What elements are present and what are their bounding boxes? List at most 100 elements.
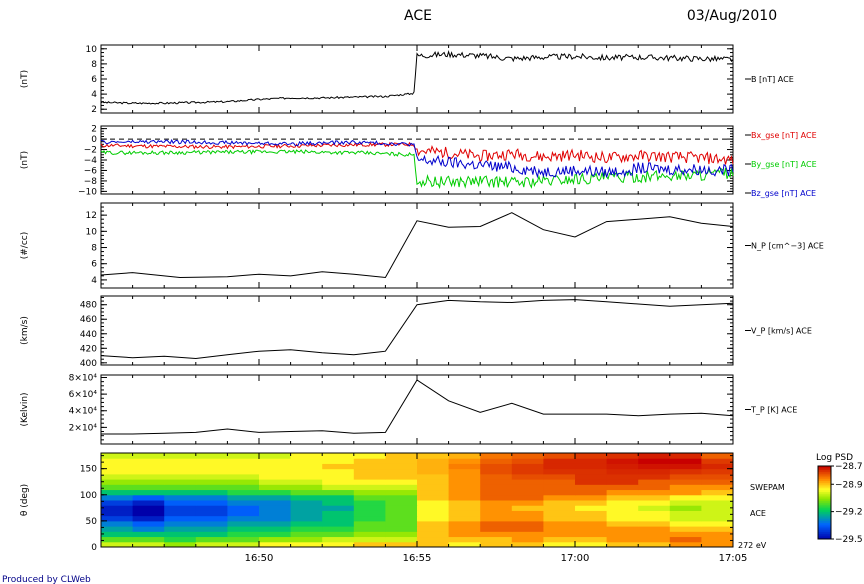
heatmap-cell (322, 531, 355, 538)
colorbar-segment (818, 482, 831, 485)
colorbar-segment (818, 507, 831, 511)
heatmap-cell (575, 520, 608, 527)
heatmap-cell (480, 500, 513, 506)
heatmap-cell (543, 526, 576, 532)
colorbar-segment (818, 526, 831, 529)
heatmap-cell (290, 494, 323, 501)
colorbar-segment (818, 535, 831, 538)
heatmap-cell (701, 541, 734, 548)
y-tick-label: −6 (84, 166, 98, 176)
heatmap-cell (385, 541, 418, 548)
x-tick-label: 17:05 (719, 553, 748, 564)
heatmap-cell (448, 520, 481, 527)
figure-date: 03/Aug/2010 (687, 8, 777, 24)
heatmap-cell (606, 531, 639, 538)
spectrogram-right-label: SWEPAM (750, 483, 785, 492)
heatmap-cell (195, 479, 228, 485)
heatmap-cell (353, 541, 386, 548)
heatmap-cell (701, 479, 734, 485)
heatmap-cell (543, 494, 576, 501)
heatmap-cell (480, 526, 513, 532)
heatmap-cell (543, 473, 576, 480)
heatmap-cell (638, 489, 671, 496)
spectrogram-right-label: ACE (750, 509, 766, 518)
heatmap-cell (164, 473, 197, 480)
heatmap-cell (290, 489, 323, 496)
heatmap-cell (417, 484, 450, 491)
heatmap-cell (290, 479, 323, 485)
heatmap-cell (101, 505, 134, 511)
heatmap-cell (543, 458, 576, 464)
colorbar-segment (818, 487, 831, 491)
heatmap-cell (511, 494, 544, 501)
heatmap-cell (259, 453, 292, 459)
heatmap-cell (290, 505, 323, 511)
heatmap-cell (385, 494, 418, 501)
y-tick-label: 0 (91, 135, 97, 145)
heatmap-cell (101, 531, 134, 538)
heatmap-cell (417, 494, 450, 501)
heatmap-cell (606, 536, 639, 543)
heatmap-cell (164, 536, 197, 543)
y-axis-label: (nT) (20, 70, 30, 88)
heatmap-cell (543, 479, 576, 485)
heatmap-cell (353, 489, 386, 496)
heatmap-cell (101, 526, 134, 532)
heatmap-cell (132, 505, 165, 511)
heatmap-cell (259, 473, 292, 480)
heatmap-cell (322, 463, 355, 470)
heatmap-cell (669, 526, 702, 532)
y-tick-label: 480 (80, 301, 97, 311)
y-tick-label: 10 (86, 227, 98, 237)
heatmap-cell (101, 536, 134, 543)
heatmap-cell (290, 473, 323, 480)
panel-b: 10 8 6 4 2 (nT) B [nT] ACE (20, 44, 794, 115)
heatmap-cell (195, 531, 228, 538)
colorbar-segment (818, 491, 831, 494)
heatmap-cell (543, 520, 576, 527)
panel-frame (100, 374, 734, 445)
heatmap-cell (101, 541, 134, 548)
panel-tp: 8×10⁴ 6×10⁴ 4×10⁴ 2×10⁴ (Kelvin) T_P [K] ACE (20, 373, 797, 445)
heatmap-cell (511, 468, 544, 475)
colorbar-segment (818, 480, 831, 483)
heatmap-cell (543, 500, 576, 506)
heatmap-cell (701, 484, 734, 491)
heatmap-cell (575, 463, 608, 470)
heatmap-cell (164, 510, 197, 517)
y-axis-label: (km/s) (20, 316, 30, 345)
heatmap-cell (480, 473, 513, 480)
heatmap-cell (480, 505, 513, 511)
heatmap-cell (701, 473, 734, 480)
colorbar-segment (818, 515, 831, 518)
heatmap-cell (638, 510, 671, 517)
y-tick-label: 50 (86, 517, 98, 527)
heatmap-cell (227, 453, 260, 459)
heatmap-cell (638, 458, 671, 464)
colorbar-segment (818, 517, 831, 520)
heatmap-cell (353, 463, 386, 470)
heatmap-cell (511, 520, 544, 527)
heatmap-cell (543, 463, 576, 470)
heatmap-cell (353, 510, 386, 517)
heatmap-cell (195, 473, 228, 480)
heatmap-cell (259, 500, 292, 506)
heatmap-cell (511, 526, 544, 532)
series-label: N_P [cm^−3] ACE (751, 242, 824, 251)
heatmap-cell (480, 515, 513, 522)
heatmap-cell (669, 520, 702, 527)
heatmap-cell (195, 494, 228, 501)
heatmap-cell (575, 510, 608, 517)
heatmap-cell (227, 541, 260, 548)
panel-spec: Log PSD−28.7 −28.9 −29.2 −29.5 SWEPAM ACE 272 … (20, 452, 863, 553)
heatmap-cell (543, 505, 576, 511)
x-tick-label: 16:55 (403, 553, 432, 564)
heatmap-cell (511, 463, 544, 470)
heatmap-cell (132, 484, 165, 491)
colorbar-segment (818, 522, 831, 525)
heatmap-cell (638, 505, 671, 511)
heatmap-cell (701, 468, 734, 475)
y-tick-label: 8 (91, 60, 97, 70)
heatmap-cell (385, 500, 418, 506)
colorbar-segment (818, 533, 831, 536)
